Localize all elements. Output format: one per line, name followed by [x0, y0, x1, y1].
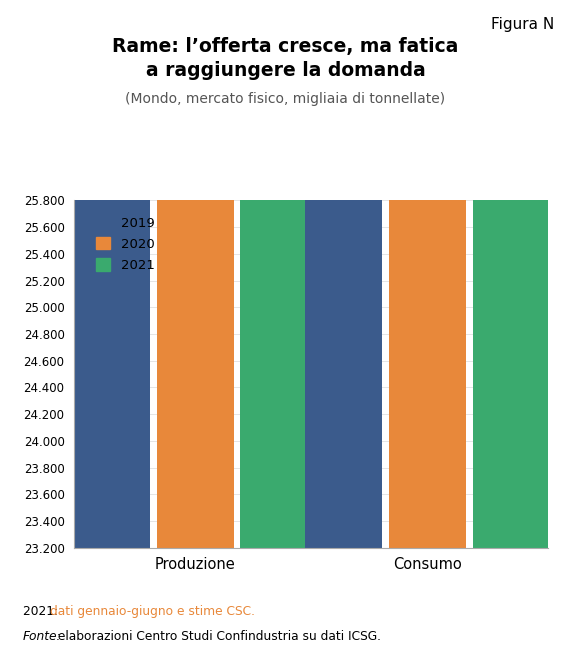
Bar [305, 0, 382, 548]
Text: (Mondo, mercato fisico, migliaia di tonnellate): (Mondo, mercato fisico, migliaia di tonn… [126, 92, 445, 106]
Text: Figura N: Figura N [490, 17, 554, 31]
Bar [473, 0, 549, 548]
Text: dati gennaio-giugno e stime CSC.: dati gennaio-giugno e stime CSC. [50, 605, 255, 618]
Text: Fonte:: Fonte: [23, 631, 62, 643]
Bar [73, 0, 150, 548]
Bar [156, 0, 234, 548]
Text: elaborazioni Centro Studi Confindustria su dati ICSG.: elaborazioni Centro Studi Confindustria … [54, 631, 381, 643]
Legend: 2019, 2020, 2021: 2019, 2020, 2021 [90, 210, 160, 277]
Text: 2021:: 2021: [23, 605, 62, 618]
Bar [240, 0, 317, 548]
Bar [389, 0, 466, 548]
Text: Rame: l’offerta cresce, ma fatica
a raggiungere la domanda: Rame: l’offerta cresce, ma fatica a ragg… [112, 37, 459, 80]
